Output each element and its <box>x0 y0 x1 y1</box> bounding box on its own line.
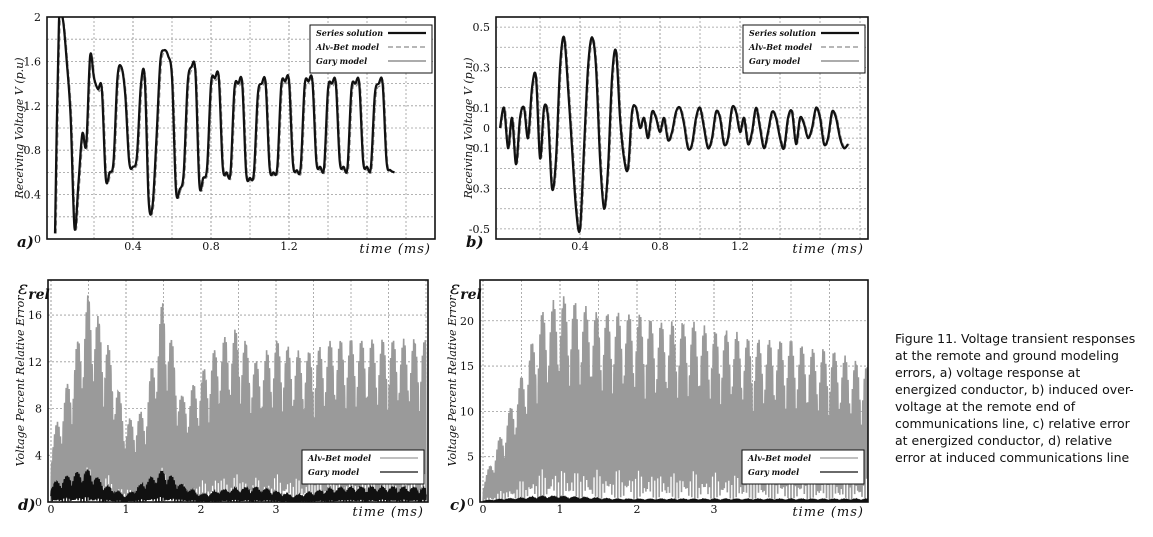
y-tick-label: -0.5 <box>469 223 490 236</box>
y-tick-label: 0 <box>34 233 41 246</box>
series-layer <box>498 35 850 234</box>
x-tick-label: 2 <box>198 503 205 516</box>
legend-label: Gary model <box>316 56 367 66</box>
y-tick-label: 5 <box>467 451 474 464</box>
legend-label: Gary model <box>749 56 800 66</box>
y-tick-label: 0.4 <box>24 189 42 202</box>
series-line-alv-bet-model <box>50 295 427 502</box>
x-tick-label: 2 <box>634 503 641 516</box>
y-tick-label: 0.8 <box>24 144 42 157</box>
x-tick-label: 3 <box>711 503 718 516</box>
legend: Alv-Bet model Gary model <box>301 449 425 485</box>
series-line-gary-model <box>50 469 427 502</box>
x-axis-label: time (ms) <box>359 242 431 257</box>
y-axis-label: Voltage Percent Relative Error <box>446 295 459 467</box>
epsilon-subscript: rel <box>28 287 50 303</box>
y-axis-label: Receiving Voltage V (p.u) <box>462 57 475 199</box>
series-line-alv-bet-model <box>482 296 868 502</box>
chart-panel-b: 0.5 0.3 0.1 0 -0.1 -0.3 -0.5 0.4 0.8 1.2 time (ms)… <box>462 16 869 257</box>
panel-label: c) <box>450 496 466 514</box>
series-line-alv-bet <box>500 37 850 231</box>
y-tick-label: -0.1 <box>469 142 490 155</box>
y-tick-label: 20 <box>460 315 474 328</box>
series-layer <box>53 17 396 234</box>
legend-label: Alv-Bet model <box>315 42 379 52</box>
legend: Series solution Alv-Bet model Gary model <box>742 24 866 74</box>
x-tick-label: 0 <box>48 503 55 516</box>
y-tick-label: -0.3 <box>469 183 490 196</box>
legend: Alv-Bet model Gary model <box>741 449 865 485</box>
legend-label: Gary model <box>308 467 359 477</box>
y-tick-label: 4 <box>35 449 42 462</box>
x-tick-label: 0.4 <box>571 240 589 253</box>
legend-label: Series solution <box>749 28 816 38</box>
legend-label: Gary model <box>748 467 799 477</box>
x-tick-label: 3 <box>273 503 280 516</box>
series-line-series-solution <box>498 35 849 234</box>
y-tick-label: 1.6 <box>24 55 42 68</box>
panel-label: a) <box>17 233 34 251</box>
y-tick-label: 8 <box>35 403 42 416</box>
plot-frame <box>479 279 869 503</box>
legend-box <box>741 449 865 485</box>
x-tick-label: 0.8 <box>202 240 220 253</box>
y-tick-label: 15 <box>460 360 474 373</box>
y-axis-label: Voltage Percent Relative Error <box>14 295 27 467</box>
y-tick-label: 0.5 <box>473 21 491 34</box>
figure-caption: Figure 11. Voltage transient responses a… <box>895 331 1136 465</box>
series-line-series-solution <box>53 17 395 234</box>
y-tick-label: 12 <box>28 356 42 369</box>
plot-frame <box>47 279 429 503</box>
y-tick-label: 10 <box>460 405 474 418</box>
legend: Series solution Alv-Bet model Gary model <box>309 24 433 74</box>
x-tick-label: 1 <box>557 503 564 516</box>
legend-label: Series solution <box>316 28 383 38</box>
x-tick-label: 0.8 <box>651 240 669 253</box>
chart-panel-a: 0 0.4 0.8 1.2 1.6 2 0.4 0.8 1.2 time (ms) Receivin… <box>13 11 436 257</box>
y-tick-label: 0.1 <box>473 102 491 115</box>
legend-label: Alv-Bet model <box>747 453 811 463</box>
plot-frame <box>495 16 869 240</box>
x-axis-label: time (ms) <box>792 505 864 520</box>
legend-box <box>301 449 425 485</box>
y-tick-label: 0 <box>35 496 42 509</box>
y-tick-label: 0 <box>467 496 474 509</box>
panel-label: b) <box>466 233 484 251</box>
y-axis-label: Receiving Voltage V (p.u) <box>13 57 26 199</box>
x-tick-label: 0.4 <box>124 240 142 253</box>
series-layer <box>482 296 868 502</box>
legend-label: Alv-Bet model <box>748 42 812 52</box>
x-axis-label: time (ms) <box>352 505 424 520</box>
series-layer <box>50 295 427 502</box>
x-tick-label: 1.2 <box>280 240 298 253</box>
chart-panel-c: 0 5 10 15 20 0 1 2 3 time (ms) Voltage Percent Rel… <box>446 277 869 520</box>
series-line-gary-model <box>482 495 868 502</box>
x-tick-label: 0 <box>480 503 487 516</box>
legend-label: Alv-Bet model <box>307 453 371 463</box>
x-axis-label: time (ms) <box>792 242 864 257</box>
plot-frame <box>46 16 436 240</box>
y-tick-label: 2 <box>34 11 41 24</box>
panel-label: d) <box>18 496 36 514</box>
y-tick-label: 0 <box>483 122 490 135</box>
y-tick-label: 16 <box>28 309 42 322</box>
x-tick-label: 1.2 <box>731 240 749 253</box>
y-tick-label: 1.2 <box>24 100 42 113</box>
x-tick-label: 1 <box>123 503 130 516</box>
y-tick-label: 0.3 <box>473 61 491 74</box>
epsilon-subscript: rel <box>460 287 482 303</box>
